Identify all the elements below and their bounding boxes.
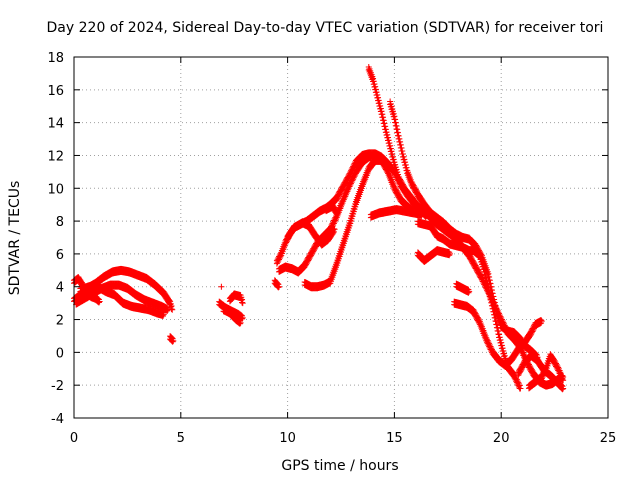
data-point: [282, 240, 289, 247]
data-point: [334, 195, 341, 202]
data-point: [310, 248, 317, 255]
data-point: [305, 257, 312, 264]
data-point: [335, 192, 342, 199]
x-tick-label: 15: [386, 431, 403, 446]
data-point: [310, 247, 317, 254]
data-point: [309, 249, 316, 256]
data-trace: [271, 277, 283, 291]
data-point: [350, 174, 357, 181]
data-point: [338, 187, 345, 194]
data-point: [168, 306, 175, 313]
data-trace: [387, 98, 541, 362]
data-trace: [77, 282, 167, 319]
data-point: [273, 260, 280, 267]
y-tick-label: -4: [51, 412, 64, 427]
data-point: [283, 239, 290, 246]
data-point: [239, 300, 246, 307]
data-point: [306, 254, 313, 261]
x-tick-label: 20: [493, 431, 510, 446]
x-tick-label: 10: [279, 431, 296, 446]
data-point: [313, 243, 320, 250]
y-axis-label: SDTVAR / TECUs: [7, 181, 23, 296]
x-tick-label: 5: [177, 431, 185, 446]
data-point: [348, 179, 355, 186]
data-point: [237, 319, 244, 326]
data-point: [95, 299, 102, 306]
data-point: [275, 257, 282, 264]
data-trace: [414, 246, 453, 265]
data-point: [308, 252, 315, 259]
data-point: [339, 186, 346, 193]
data-point: [351, 173, 358, 180]
data-point: [164, 307, 171, 314]
data-points: [71, 63, 567, 393]
data-trace: [220, 305, 244, 327]
x-tick-label: 0: [70, 431, 78, 446]
data-point: [275, 284, 282, 291]
data-point: [169, 338, 176, 345]
y-tick-label: 2: [56, 314, 64, 329]
data-point: [302, 262, 309, 269]
data-point: [305, 256, 312, 263]
data-point: [347, 180, 354, 187]
chart-title: Day 220 of 2024, Sidereal Day-to-day VTE…: [47, 20, 604, 36]
data-point: [304, 258, 311, 265]
data-point: [277, 253, 284, 260]
data-point: [303, 261, 310, 268]
data-point: [301, 263, 308, 270]
data-point: [164, 306, 171, 313]
y-tick-label: 14: [47, 117, 64, 132]
data-point: [330, 221, 337, 228]
data-point: [311, 246, 318, 253]
data-point: [160, 311, 167, 318]
data-point: [276, 255, 283, 262]
data-point: [276, 283, 283, 290]
y-tick-label: 18: [47, 51, 64, 66]
y-tick-label: 6: [56, 248, 64, 263]
data-point: [96, 298, 103, 305]
data-point: [352, 171, 359, 178]
data-point: [332, 217, 339, 224]
data-trace: [226, 290, 246, 307]
data-trace: [284, 218, 338, 249]
y-tick-label: 0: [56, 346, 64, 361]
data-point: [274, 259, 281, 266]
data-point: [347, 182, 354, 189]
y-tick-label: 4: [56, 281, 64, 296]
data-point: [276, 256, 283, 263]
data-point: [307, 253, 314, 260]
y-tick-label: 10: [47, 182, 64, 197]
data-trace: [365, 63, 567, 390]
data-point: [333, 196, 340, 203]
data-point: [330, 220, 337, 227]
data-point: [350, 176, 357, 183]
data-trace: [276, 150, 417, 277]
data-trace: [71, 274, 103, 306]
data-trace: [218, 283, 225, 290]
data-trace: [453, 280, 473, 296]
x-tick-label: 25: [600, 431, 617, 446]
y-tick-label: -2: [51, 379, 64, 394]
data-trace: [167, 333, 177, 345]
data-point: [333, 216, 340, 223]
y-tick-label: 8: [56, 215, 64, 230]
data-point: [160, 312, 166, 319]
data-point: [236, 320, 243, 327]
x-axis-label: GPS time / hours: [281, 458, 398, 474]
data-point: [331, 219, 338, 226]
data-point: [170, 337, 177, 344]
data-point: [239, 314, 246, 321]
data-point: [349, 177, 356, 184]
data-point: [346, 183, 353, 190]
data-point: [335, 194, 342, 201]
data-point: [308, 251, 315, 258]
y-tick-label: 12: [47, 149, 64, 164]
data-point: [312, 244, 319, 251]
y-tick-label: 16: [47, 84, 64, 99]
data-point: [303, 260, 310, 267]
data-point: [218, 283, 225, 290]
data-point: [239, 299, 246, 306]
